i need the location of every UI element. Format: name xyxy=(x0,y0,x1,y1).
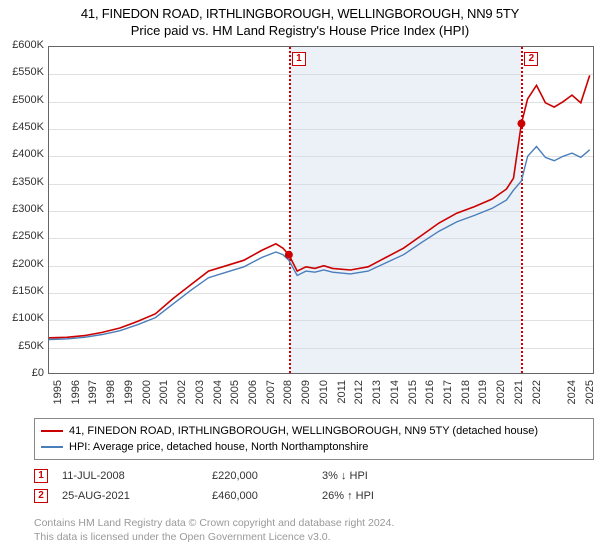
x-axis-label: 2025 xyxy=(584,380,596,420)
chart-title-sub: Price paid vs. HM Land Registry's House … xyxy=(0,21,600,38)
transactions-table: 1 11-JUL-2008£220,0003% ↓ HPI 2 25-AUG-2021… xyxy=(34,466,432,506)
transaction-date: 25-AUG-2021 xyxy=(62,490,212,502)
x-axis-label: 2004 xyxy=(212,380,224,420)
y-axis-label: £100K xyxy=(0,312,44,324)
chart-title-address: 41, FINEDON ROAD, IRTHLINGBOROUGH, WELLI… xyxy=(0,0,600,21)
x-axis-label: 2009 xyxy=(300,380,312,420)
x-axis-label: 2021 xyxy=(513,380,525,420)
y-axis-label: £550K xyxy=(0,66,44,78)
x-axis-label: 2000 xyxy=(141,380,153,420)
x-axis-label: 2018 xyxy=(460,380,472,420)
x-axis-label: 2002 xyxy=(176,380,188,420)
y-axis-label: £200K xyxy=(0,258,44,270)
transaction-price: £460,000 xyxy=(212,490,322,502)
transaction-row: 2 25-AUG-2021£460,00026% ↑ HPI xyxy=(34,486,432,506)
x-axis-label: 2005 xyxy=(229,380,241,420)
x-axis-label: 1999 xyxy=(123,380,135,420)
legend-swatch xyxy=(41,430,63,432)
x-axis-label: 2015 xyxy=(407,380,419,420)
x-axis-label: 2001 xyxy=(158,380,170,420)
x-axis-label: 2006 xyxy=(247,380,259,420)
series-hpi xyxy=(49,147,590,340)
x-axis-label: 2007 xyxy=(265,380,277,420)
x-axis-label: 2014 xyxy=(389,380,401,420)
transaction-dot xyxy=(285,251,293,259)
x-axis-label: 2011 xyxy=(336,380,348,420)
y-axis-label: £50K xyxy=(0,340,44,352)
transaction-delta: 3% ↓ HPI xyxy=(322,470,432,482)
footer-line2: This data is licensed under the Open Gov… xyxy=(34,530,394,544)
transaction-row-marker: 1 xyxy=(34,469,48,483)
y-axis-label: £300K xyxy=(0,203,44,215)
x-axis-label: 2012 xyxy=(353,380,365,420)
chart-svg xyxy=(49,47,595,375)
x-axis-label: 1995 xyxy=(52,380,64,420)
transaction-dot xyxy=(517,120,525,128)
y-axis-label: £600K xyxy=(0,39,44,51)
footer-attribution: Contains HM Land Registry data © Crown c… xyxy=(34,516,394,544)
footer-line1: Contains HM Land Registry data © Crown c… xyxy=(34,516,394,530)
x-axis-label: 1997 xyxy=(87,380,99,420)
y-axis-label: £150K xyxy=(0,285,44,297)
x-axis-label: 2017 xyxy=(442,380,454,420)
y-axis-label: £250K xyxy=(0,230,44,242)
legend-box: 41, FINEDON ROAD, IRTHLINGBOROUGH, WELLI… xyxy=(34,418,594,460)
x-axis-label: 2019 xyxy=(477,380,489,420)
y-axis-label: £0 xyxy=(0,367,44,379)
x-axis-label: 2008 xyxy=(282,380,294,420)
legend-swatch xyxy=(41,446,63,448)
x-axis-label: 1998 xyxy=(105,380,117,420)
transaction-price: £220,000 xyxy=(212,470,322,482)
transaction-date: 11-JUL-2008 xyxy=(62,470,212,482)
legend-label: HPI: Average price, detached house, Nort… xyxy=(69,439,368,455)
x-axis-label: 1996 xyxy=(70,380,82,420)
transaction-row-marker: 2 xyxy=(34,489,48,503)
transaction-delta: 26% ↑ HPI xyxy=(322,490,432,502)
y-axis-label: £450K xyxy=(0,121,44,133)
x-axis-label: 2022 xyxy=(531,380,543,420)
y-axis-label: £500K xyxy=(0,94,44,106)
x-axis-label: 2020 xyxy=(495,380,507,420)
x-axis-label: 2003 xyxy=(194,380,206,420)
x-axis-label: 2010 xyxy=(318,380,330,420)
transaction-marker: 2 xyxy=(524,52,538,66)
transaction-row: 1 11-JUL-2008£220,0003% ↓ HPI xyxy=(34,466,432,486)
y-axis-label: £350K xyxy=(0,176,44,188)
chart-plot-area xyxy=(48,46,594,374)
x-axis-label: 2013 xyxy=(371,380,383,420)
legend-item: 41, FINEDON ROAD, IRTHLINGBOROUGH, WELLI… xyxy=(41,423,587,439)
y-axis-label: £400K xyxy=(0,148,44,160)
legend-item: HPI: Average price, detached house, Nort… xyxy=(41,439,587,455)
series-property xyxy=(49,75,590,337)
x-axis-label: 2016 xyxy=(424,380,436,420)
x-axis-label: 2024 xyxy=(566,380,578,420)
transaction-marker: 1 xyxy=(292,52,306,66)
legend-label: 41, FINEDON ROAD, IRTHLINGBOROUGH, WELLI… xyxy=(69,423,538,439)
